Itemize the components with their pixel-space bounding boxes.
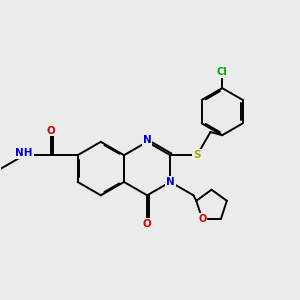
- Text: N: N: [166, 177, 175, 187]
- Text: NH: NH: [15, 148, 33, 158]
- Text: N: N: [143, 135, 152, 145]
- Text: O: O: [143, 219, 152, 229]
- Text: O: O: [46, 126, 55, 136]
- Text: Cl: Cl: [217, 67, 228, 77]
- Text: S: S: [193, 150, 201, 160]
- Text: O: O: [198, 214, 206, 224]
